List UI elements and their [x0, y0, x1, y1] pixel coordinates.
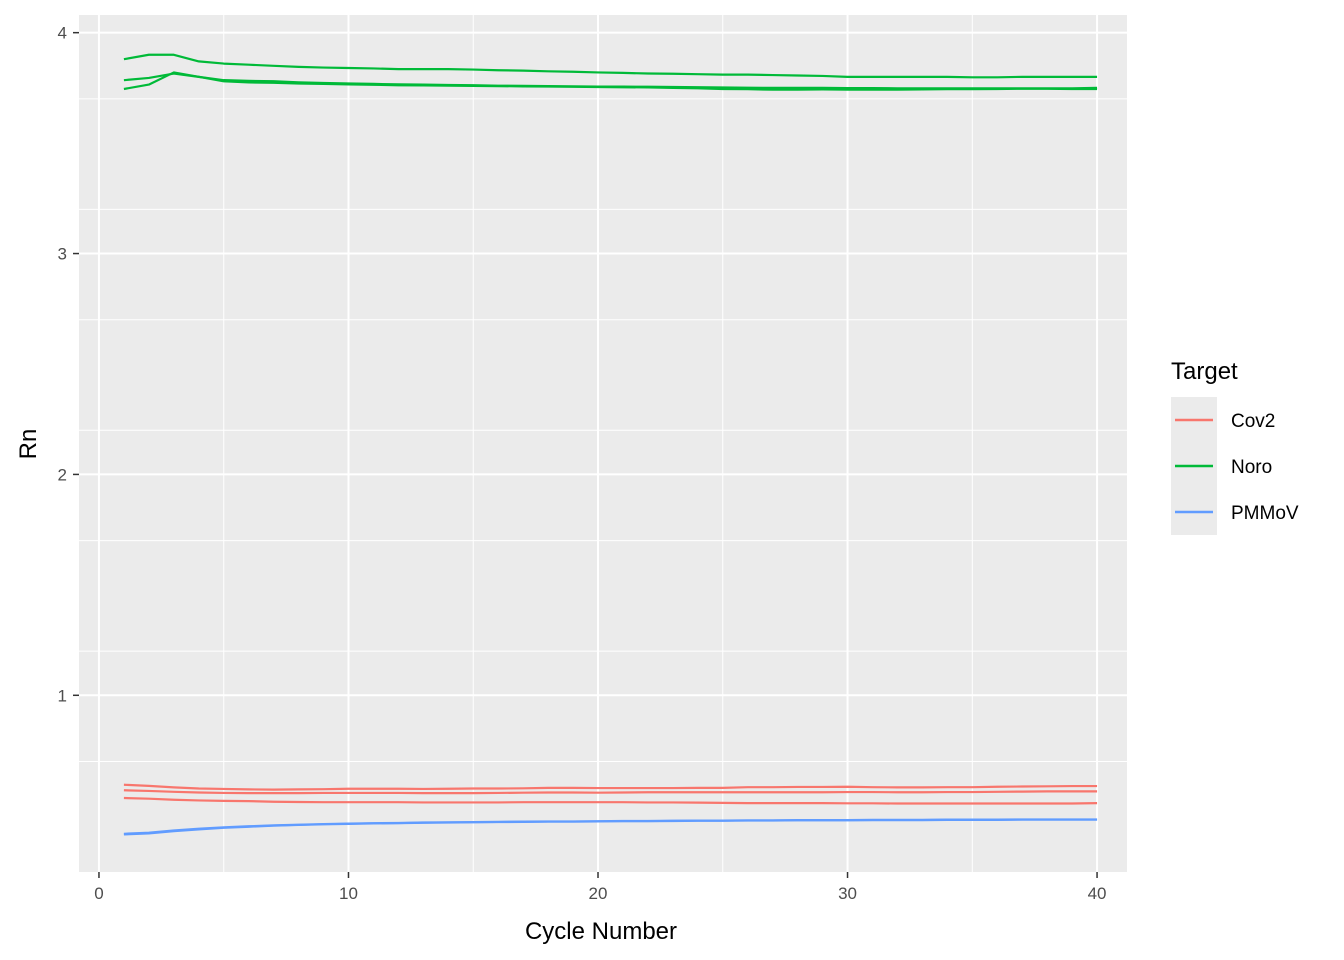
series-line-noro	[123, 71, 1098, 91]
plot-panel	[79, 15, 1127, 872]
x-axis-title: Cycle Number	[525, 918, 677, 945]
minor-gridlines	[79, 15, 1127, 872]
series-line-pmmov	[123, 818, 1098, 835]
series-line-cov2	[123, 796, 1098, 805]
series-line-cov2	[123, 789, 1098, 795]
x-tick-label: 10	[339, 884, 358, 903]
legend-label: PMMoV	[1231, 503, 1299, 524]
legend: Target Cov2 Noro PMMoV	[1171, 358, 1299, 535]
x-tick-label: 30	[838, 884, 857, 903]
series-line-cov2	[123, 783, 1098, 791]
x-tick-label: 20	[589, 884, 608, 903]
major-gridlines	[79, 15, 1127, 872]
y-tick-label: 3	[58, 245, 67, 264]
y-tick-label: 2	[58, 465, 67, 484]
x-tick-label: 0	[94, 884, 103, 903]
series-line-noro	[123, 53, 1098, 79]
y-tick-label: 1	[58, 686, 67, 705]
legend-label: Noro	[1231, 457, 1272, 478]
legend-entry-pmmov: PMMoV	[1171, 489, 1299, 535]
legend-entry-cov2: Cov2	[1171, 397, 1275, 443]
legend-label: Cov2	[1231, 411, 1275, 432]
y-axis-title: Rn	[15, 429, 42, 460]
y-tick-label: 4	[58, 24, 67, 43]
legend-entry-noro: Noro	[1171, 443, 1272, 489]
series-lines	[123, 53, 1098, 836]
axis-tick-labels: 0 10 20 30 40 1 2 3 4	[58, 24, 1107, 903]
x-tick-label: 40	[1088, 884, 1107, 903]
legend-title: Target	[1171, 358, 1238, 385]
axis-ticks	[73, 31, 1098, 878]
